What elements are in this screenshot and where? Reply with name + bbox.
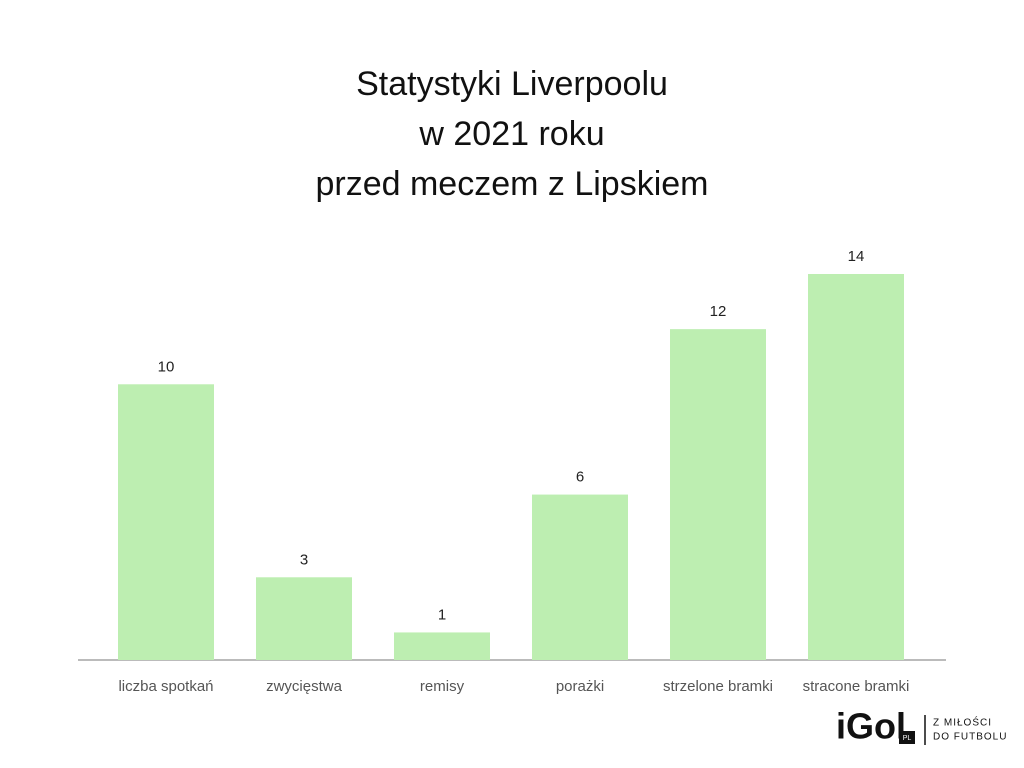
bar <box>532 494 628 660</box>
value-label: 14 <box>848 248 865 265</box>
bar <box>256 577 352 660</box>
bar <box>808 274 904 660</box>
chart-title: w 2021 roku <box>418 115 604 153</box>
logo: iGol PL Z MIŁOŚCI DO FUTBOLU <box>836 706 1007 747</box>
x-tick-label: remisy <box>420 678 465 695</box>
x-tick-label: porażki <box>556 678 604 695</box>
logo-tagline: Z MIŁOŚCI <box>933 716 992 729</box>
value-label: 6 <box>576 469 584 486</box>
x-tick-label: stracone bramki <box>803 678 910 695</box>
logo-badge: PL <box>903 735 912 742</box>
value-label: 1 <box>438 606 446 623</box>
x-tick-label: zwycięstwa <box>266 678 343 695</box>
x-tick-label: liczba spotkań <box>118 678 213 695</box>
chart-title: przed meczem z Lipskiem <box>315 165 708 203</box>
value-label: 10 <box>158 358 175 375</box>
logo-badge-bg <box>899 731 915 744</box>
logo-tagline: DO FUTBOLU <box>933 732 1007 743</box>
value-label: 3 <box>300 551 308 568</box>
bar <box>394 632 490 660</box>
logo-brand: iGol <box>836 706 906 747</box>
bar <box>670 329 766 660</box>
x-tick-label: strzelone bramki <box>663 678 773 695</box>
bar <box>118 384 214 660</box>
chart-title: Statystyki Liverpoolu <box>356 65 668 103</box>
value-label: 12 <box>710 303 727 320</box>
